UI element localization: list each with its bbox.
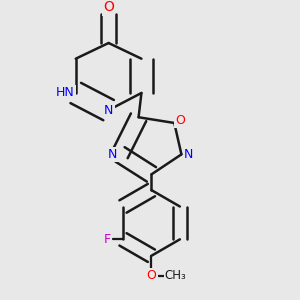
Text: N: N [104,103,113,117]
Text: O: O [103,0,114,14]
Text: O: O [146,269,156,282]
Text: CH₃: CH₃ [165,269,187,282]
Text: HN: HN [56,86,74,100]
Text: N: N [184,148,193,161]
Text: F: F [104,233,111,246]
Text: O: O [175,114,185,127]
Text: N: N [108,148,118,161]
